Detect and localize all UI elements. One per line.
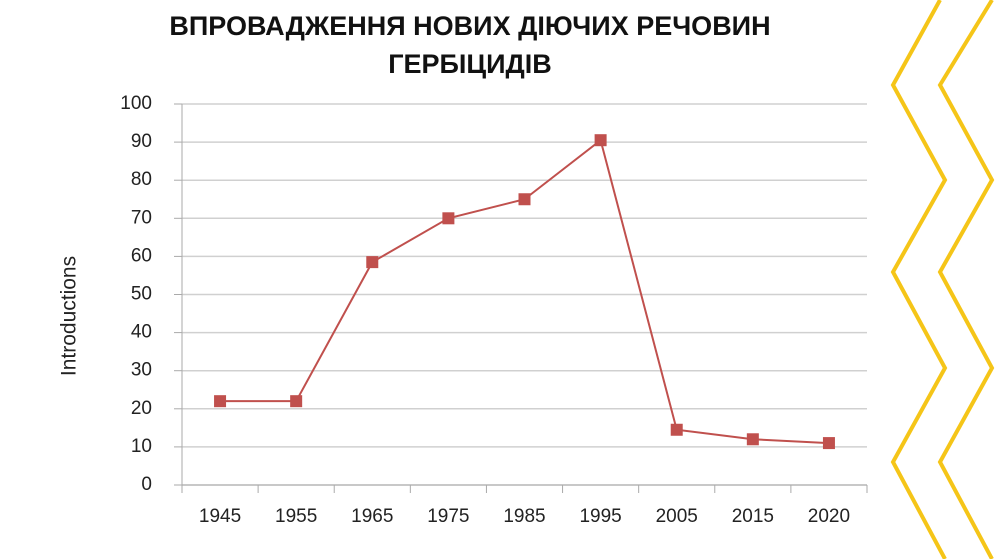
marker [746,433,759,446]
x-tick-label: 2020 [808,506,850,527]
decoration [890,0,995,559]
marker [594,134,607,147]
y-axis-label: Introductions [58,256,81,376]
y-tick-label: 100 [120,93,152,114]
x-tick-label: 2015 [732,506,774,527]
x-tick-label: 2005 [656,506,698,527]
x-tick-label: 1945 [199,506,241,527]
line [220,138,829,445]
y-tick-label: 40 [131,322,152,343]
x-tick-label: 1955 [275,506,317,527]
y-tick-label: 0 [141,474,152,495]
marker [290,395,303,408]
x-tick-label: 1985 [503,506,545,527]
marker [518,193,531,206]
marker [670,423,683,436]
y-tick-label: 10 [131,436,152,457]
y-tick-label: 70 [131,207,152,228]
marker [366,256,379,269]
x-tick-label: 1975 [427,506,469,527]
y-tick-label: 50 [131,284,152,305]
marker [822,437,835,450]
marker [214,395,227,408]
y-tick-label: 20 [131,398,152,419]
marker [442,212,455,225]
y-tick-label: 30 [131,360,152,381]
y-tick-label: 60 [131,245,152,266]
x-tick-label: 1995 [579,506,621,527]
y-tick-label: 90 [131,131,152,152]
x-tick-label: 1965 [351,506,393,527]
chart-title: ГЕРБІЦИДІВ [388,49,552,79]
y-tick-label: 80 [131,169,152,190]
chart-title: ВПРОВАДЖЕННЯ НОВИХ ДІЮЧИХ РЕЧОВИН [169,11,770,41]
